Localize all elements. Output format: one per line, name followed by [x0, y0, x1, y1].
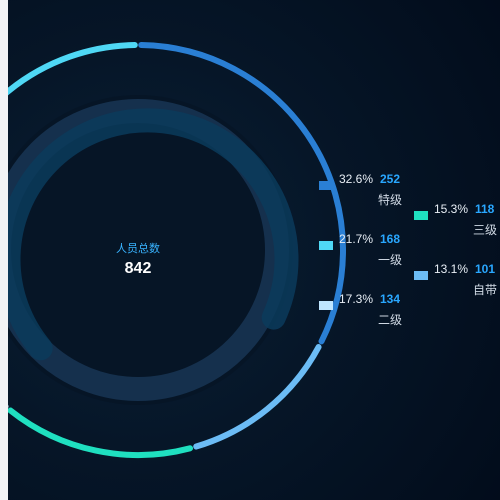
legend-percent: 17.3%	[339, 292, 374, 306]
legend-swatch	[319, 301, 333, 310]
legend-value: 118	[475, 202, 495, 216]
legend-percent: 13.1%	[434, 262, 469, 276]
legend-value: 252	[380, 172, 401, 186]
legend-swatch	[319, 181, 333, 190]
legend-name: 二级	[378, 313, 403, 327]
legend-percent: 32.6%	[339, 172, 374, 186]
legend-name: 特级	[378, 193, 403, 207]
legend-value: 168	[380, 232, 401, 246]
legend-name: 自带	[473, 283, 498, 297]
legend-swatch	[414, 271, 428, 280]
legend-item-self[interactable]: 13.1% 101 自带	[414, 262, 500, 306]
legend-value: 101	[475, 262, 496, 276]
legend-item-tier-1[interactable]: 21.7% 168 一级	[319, 232, 469, 276]
legend-name: 一级	[378, 253, 403, 267]
inner-highlight-arc	[8, 108, 299, 361]
legend-percent: 21.7%	[339, 232, 374, 246]
total-value: 842	[124, 260, 152, 277]
donut-segment[interactable]	[193, 344, 322, 450]
legend-name: 三级	[473, 223, 498, 237]
legend-percent: 15.3%	[434, 202, 469, 216]
outer-ring-group	[8, 42, 346, 458]
donut-chart	[8, 42, 346, 458]
donut-segment[interactable]	[8, 42, 138, 205]
legend-swatch	[319, 241, 333, 250]
legend-item-tier-2[interactable]: 17.3% 134 二级	[319, 292, 469, 336]
legend-value: 134	[380, 292, 401, 306]
chart-panel: 人员总数 842 32.6% 252 特级 21.7% 168 一级 17.3%…	[8, 0, 500, 500]
inner-dark-disc	[8, 95, 293, 405]
total-label: 人员总数	[116, 243, 160, 255]
donut-segment[interactable]	[138, 42, 346, 345]
legend-item-tier-special[interactable]: 32.6% 252 特级	[319, 172, 469, 216]
legend-swatch	[414, 211, 428, 220]
donut-segment[interactable]	[8, 407, 194, 458]
legend-item-tier-3[interactable]: 15.3% 118 三级	[414, 202, 500, 246]
